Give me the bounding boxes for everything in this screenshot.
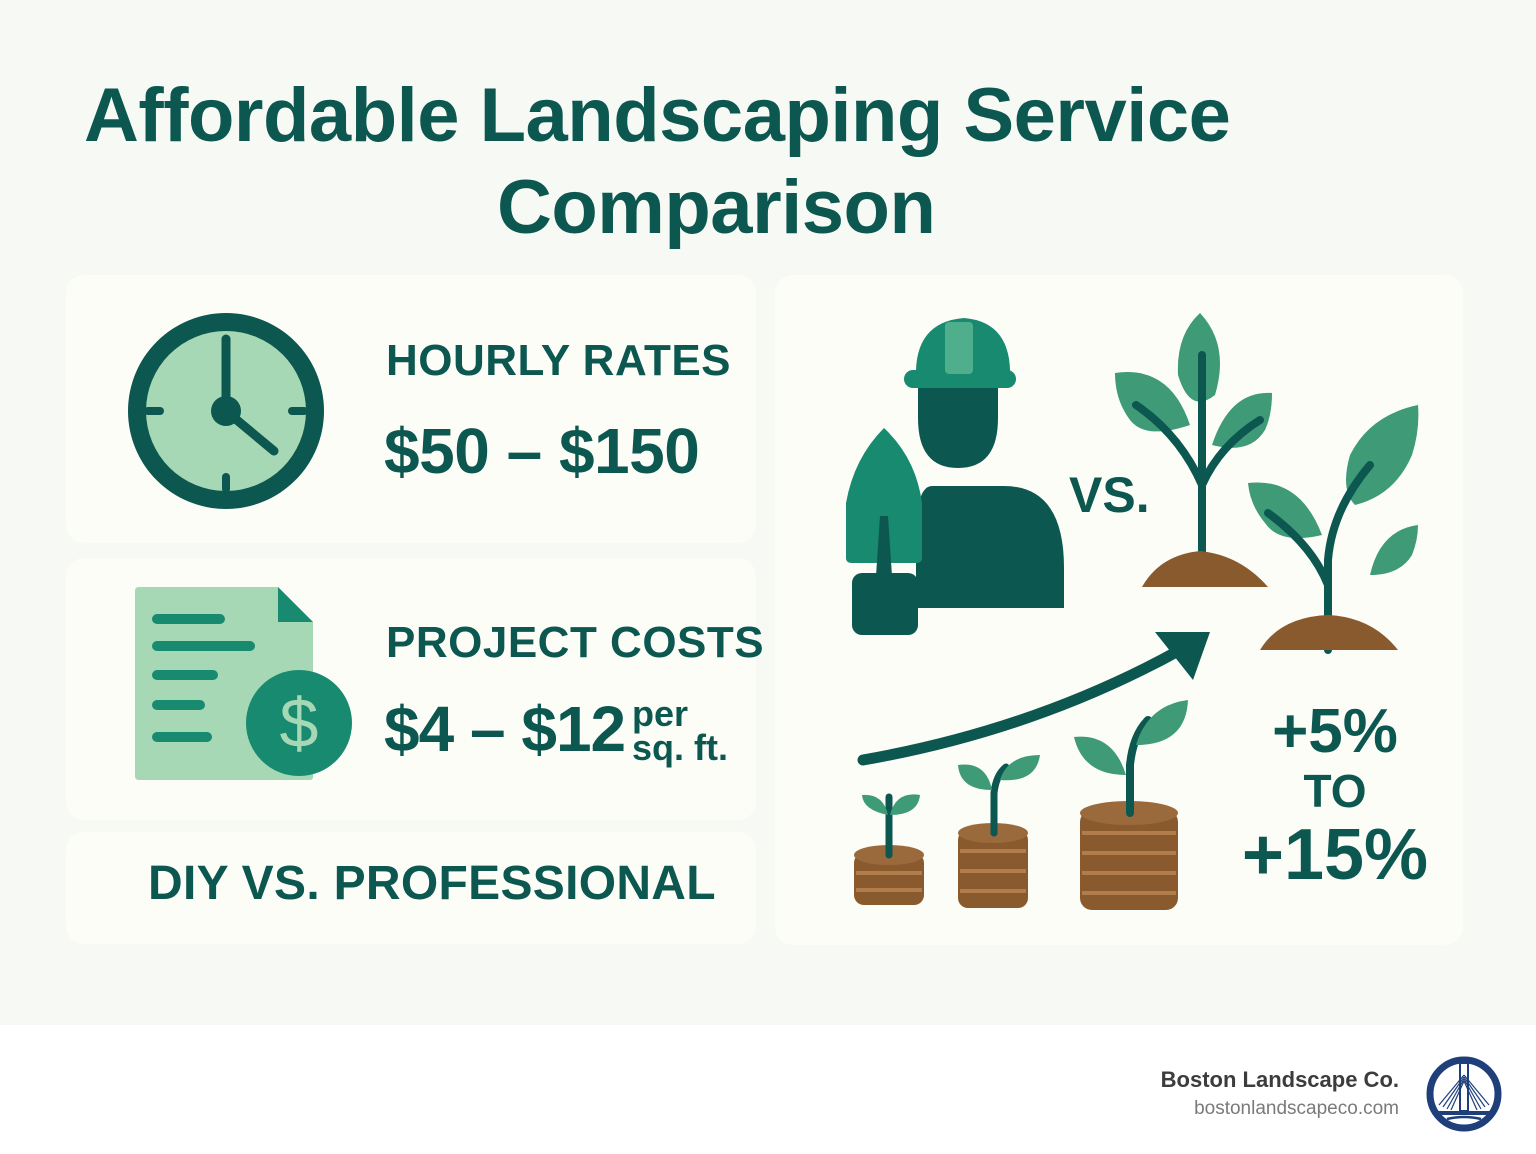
project-costs-value: $4 – $12 <box>384 693 626 765</box>
plants-in-soil-icon <box>1115 313 1419 654</box>
title-line-1: Affordable Landscaping Service <box>84 73 1231 158</box>
hourly-rates-value: $50 – $150 <box>384 415 700 487</box>
landscaper-with-trowel-icon <box>846 318 1064 635</box>
brand-name: Boston Landscape Co. <box>1160 1067 1399 1092</box>
clock-icon <box>128 313 324 509</box>
increase-until-value: +15% <box>1241 815 1429 895</box>
coin-stacks-with-sprouts-icon <box>854 700 1188 910</box>
project-costs-label: PROJECT COSTS <box>386 618 765 667</box>
footer <box>0 1025 1536 1154</box>
page-title: Affordable Landscaping Service Compariso… <box>0 70 1410 254</box>
document-dollar-icon: $ <box>135 587 352 780</box>
increase-to-word: TO <box>1303 765 1367 817</box>
vs-label: VS. <box>1069 467 1150 523</box>
unit-line-1: per <box>632 693 689 734</box>
title-line-2: Comparison <box>497 165 936 250</box>
brand-url-link[interactable]: bostonlandscapeco.com <box>1194 1098 1399 1119</box>
unit-line-2: sq. ft. <box>632 727 728 768</box>
growth-arrow-icon <box>857 632 1210 766</box>
diy-vs-professional-card <box>66 832 756 944</box>
diy-vs-professional-label: DIY VS. PROFESSIONAL <box>148 857 716 910</box>
increase-from-value: +5% <box>1272 697 1398 766</box>
property-value-increase: +5% TO +15% <box>1225 697 1445 895</box>
hourly-rates-label: HOURLY RATES <box>386 336 732 385</box>
project-costs-unit: per sq. ft. <box>632 693 728 768</box>
svg-text:$: $ <box>280 684 319 762</box>
bridge-logo-icon <box>1426 1056 1502 1132</box>
